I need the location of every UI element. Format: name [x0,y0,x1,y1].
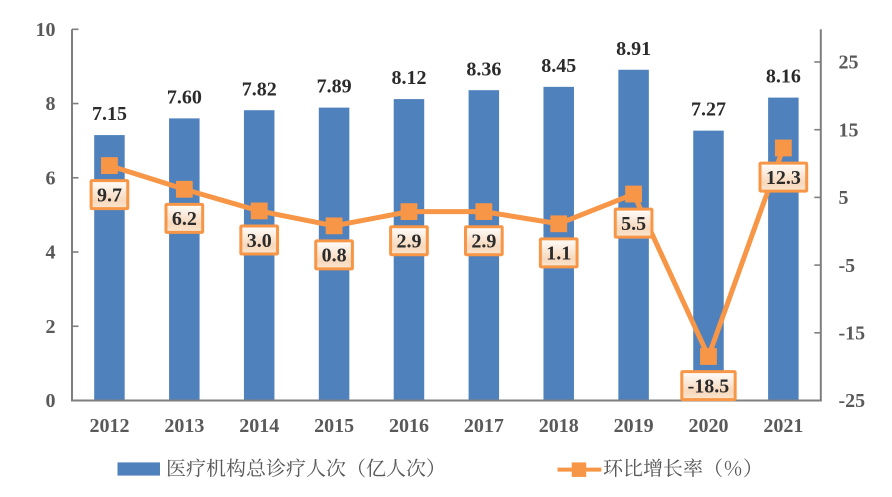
svg-text:12.3: 12.3 [766,167,801,189]
svg-text:2016: 2016 [389,415,429,437]
svg-text:15: 15 [839,119,859,141]
svg-text:0: 0 [46,390,56,412]
svg-text:7.15: 7.15 [92,103,127,125]
svg-text:-15: -15 [839,323,866,345]
svg-text:7.82: 7.82 [242,78,277,100]
svg-text:2021: 2021 [763,415,803,437]
svg-text:8.45: 8.45 [541,55,576,77]
svg-text:2: 2 [46,316,56,338]
svg-text:2012: 2012 [89,415,129,437]
svg-text:2013: 2013 [164,415,204,437]
svg-text:10: 10 [36,19,56,41]
svg-text:5.5: 5.5 [621,213,646,235]
svg-text:8.36: 8.36 [466,58,501,80]
svg-text:9.7: 9.7 [97,184,122,206]
svg-text:5: 5 [839,187,849,209]
svg-text:7.89: 7.89 [317,76,352,98]
svg-text:8.16: 8.16 [766,66,801,88]
svg-text:7.27: 7.27 [691,99,726,121]
svg-text:0.8: 0.8 [322,245,347,267]
svg-text:2.9: 2.9 [396,231,421,253]
svg-text:2014: 2014 [239,415,279,437]
svg-text:8: 8 [46,93,56,115]
svg-text:8.91: 8.91 [616,38,651,60]
svg-text:8.12: 8.12 [391,67,426,89]
svg-text:3.0: 3.0 [247,230,272,252]
svg-text:2017: 2017 [464,415,504,437]
svg-text:2015: 2015 [314,415,354,437]
svg-text:6: 6 [46,167,56,189]
svg-text:4: 4 [46,242,56,264]
svg-text:25: 25 [839,52,859,74]
svg-text:7.60: 7.60 [167,86,202,108]
svg-text:2018: 2018 [539,415,579,437]
svg-text:2020: 2020 [688,415,728,437]
svg-text:2.9: 2.9 [471,231,496,253]
svg-text:-5: -5 [839,255,856,277]
svg-text:1.1: 1.1 [546,243,571,265]
svg-text:6.2: 6.2 [172,208,197,230]
svg-text:-25: -25 [839,390,866,412]
svg-text:-18.5: -18.5 [688,375,730,397]
svg-text:2019: 2019 [614,415,654,437]
